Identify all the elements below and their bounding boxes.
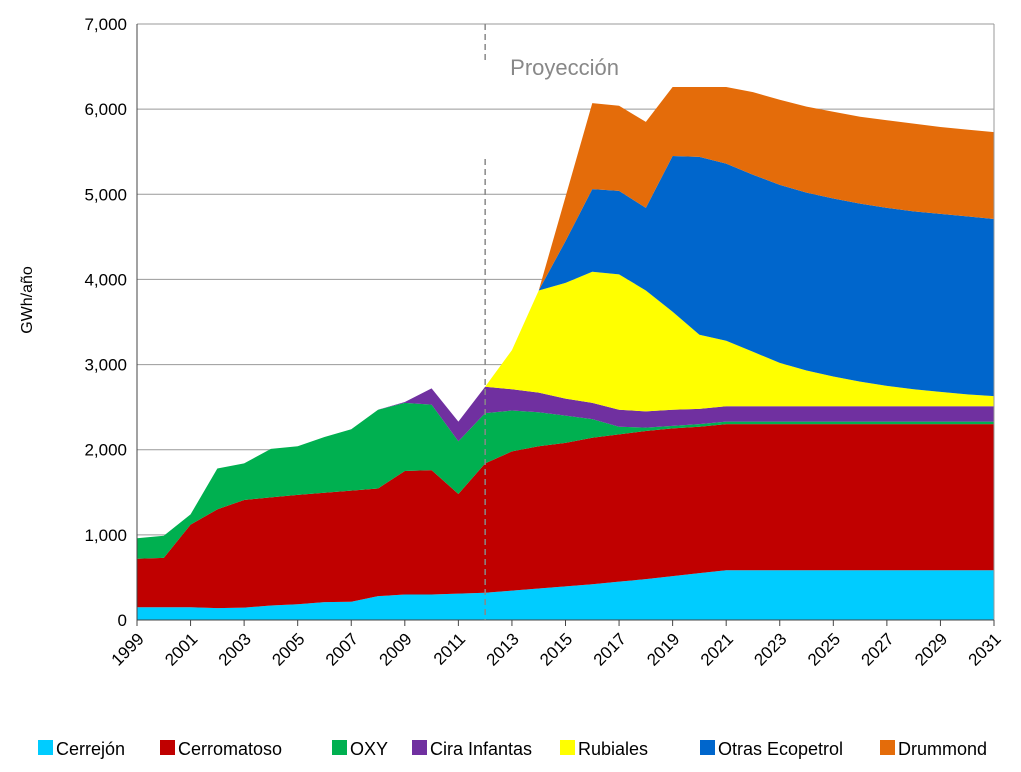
x-tick-label: 2013 bbox=[483, 629, 523, 669]
annotation: Proyección bbox=[510, 55, 619, 80]
x-tick-label: 2025 bbox=[804, 629, 844, 669]
x-tick-label: 2027 bbox=[858, 629, 898, 669]
x-tick-label: 2021 bbox=[697, 629, 737, 669]
legend-label: Rubiales bbox=[578, 739, 648, 759]
x-tick-label: 2001 bbox=[161, 629, 201, 669]
x-tick-label: 2011 bbox=[430, 629, 469, 668]
legend-label: Drummond bbox=[898, 739, 987, 759]
x-tick-label: 2031 bbox=[965, 629, 1005, 669]
legend-label: OXY bbox=[350, 739, 388, 759]
legend-swatch bbox=[38, 740, 53, 755]
legend-swatch bbox=[700, 740, 715, 755]
x-tick-label: 2003 bbox=[215, 629, 255, 669]
x-tick-label: 2029 bbox=[911, 629, 951, 669]
legend-swatch bbox=[412, 740, 427, 755]
x-tick-label: 2007 bbox=[322, 629, 362, 669]
y-tick-label: 3,000 bbox=[84, 356, 127, 375]
x-tick-label: 2005 bbox=[268, 629, 308, 669]
x-tick-label: 2019 bbox=[643, 629, 683, 669]
area bbox=[137, 402, 994, 559]
x-tick-label: 2015 bbox=[536, 629, 576, 669]
legend-swatch bbox=[160, 740, 175, 755]
legend-swatch bbox=[880, 740, 895, 755]
y-tick-label: 1,000 bbox=[84, 526, 127, 545]
area bbox=[137, 271, 994, 539]
y-tick-label: 4,000 bbox=[84, 270, 127, 289]
legend-label: Otras Ecopetrol bbox=[718, 739, 843, 759]
legend-label: Cerrejón bbox=[56, 739, 125, 759]
x-tick-label: 2023 bbox=[750, 629, 790, 669]
y-tick-label: 0 bbox=[118, 611, 127, 630]
y-tick-label: 6,000 bbox=[84, 100, 127, 119]
y-tick-label: 5,000 bbox=[84, 185, 127, 204]
area bbox=[137, 424, 994, 609]
y-tick-label: 7,000 bbox=[84, 15, 127, 34]
y-tick-label: 2,000 bbox=[84, 441, 127, 460]
area bbox=[137, 570, 994, 620]
legend-swatch bbox=[332, 740, 347, 755]
legend-swatch bbox=[560, 740, 575, 755]
y-axis-label: GWh/año bbox=[19, 266, 36, 334]
x-tick-label: 2017 bbox=[590, 629, 630, 669]
x-tick-label: 2009 bbox=[375, 629, 415, 669]
area bbox=[137, 155, 994, 539]
x-tick-label: 1999 bbox=[108, 629, 148, 669]
legend-label: Cira Infantas bbox=[430, 739, 532, 759]
area bbox=[137, 87, 994, 539]
legend-label: Cerromatoso bbox=[178, 739, 282, 759]
